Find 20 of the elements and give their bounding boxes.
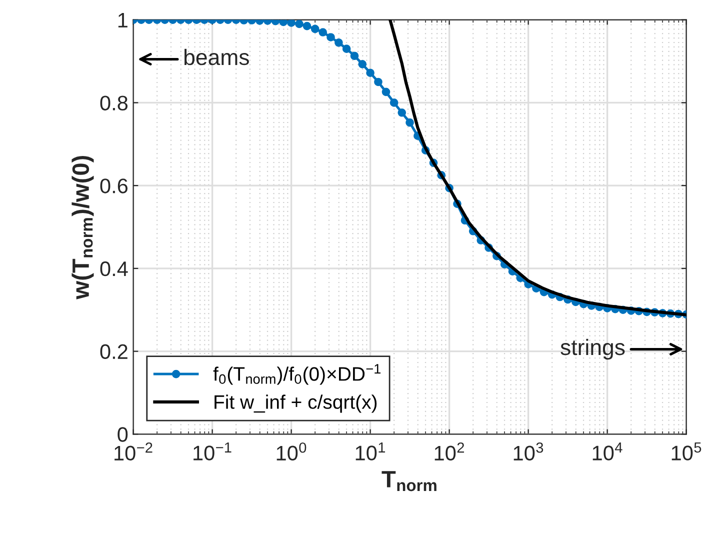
- y-tick-label: 0.4: [100, 261, 128, 276]
- x-tick-label: 10$^{5}$: [672, 442, 702, 460]
- x-tick-label: 10$^{4}$: [592, 442, 622, 460]
- legend-label: f$_{0}$(T$_{norm}$)/f$_{0}$(0)×DD$^{−1}$: [213, 364, 381, 385]
- x-axis-title: T$_{norm}$: [382, 471, 436, 492]
- legend-label: Fit w_inf + c/sqrt(x): [214, 394, 377, 413]
- x-tick-label: 10$^{−2}$: [114, 442, 152, 461]
- x-tick-label: 10$^{−1}$: [194, 442, 232, 460]
- y-tick-label: 0.6: [100, 178, 128, 194]
- x-tick-label: 10$^{0}$: [276, 442, 306, 461]
- y-axis-title: w(T$_{norm}$)/w(0): [72, 156, 94, 300]
- y-tick-label: 0: [118, 427, 128, 442]
- annotation: beams: [184, 48, 249, 66]
- annotation: strings: [560, 338, 625, 360]
- x-tick-label: 10$^{1}$: [356, 442, 386, 460]
- y-tick-label: 0.8: [100, 96, 128, 110]
- x-tick-label: 10$^{2}$: [434, 442, 464, 461]
- y-tick-label: 1: [118, 13, 128, 28]
- y-tick-label: 0.2: [100, 344, 128, 360]
- x-tick-label: 10$^{3}$: [514, 442, 544, 461]
